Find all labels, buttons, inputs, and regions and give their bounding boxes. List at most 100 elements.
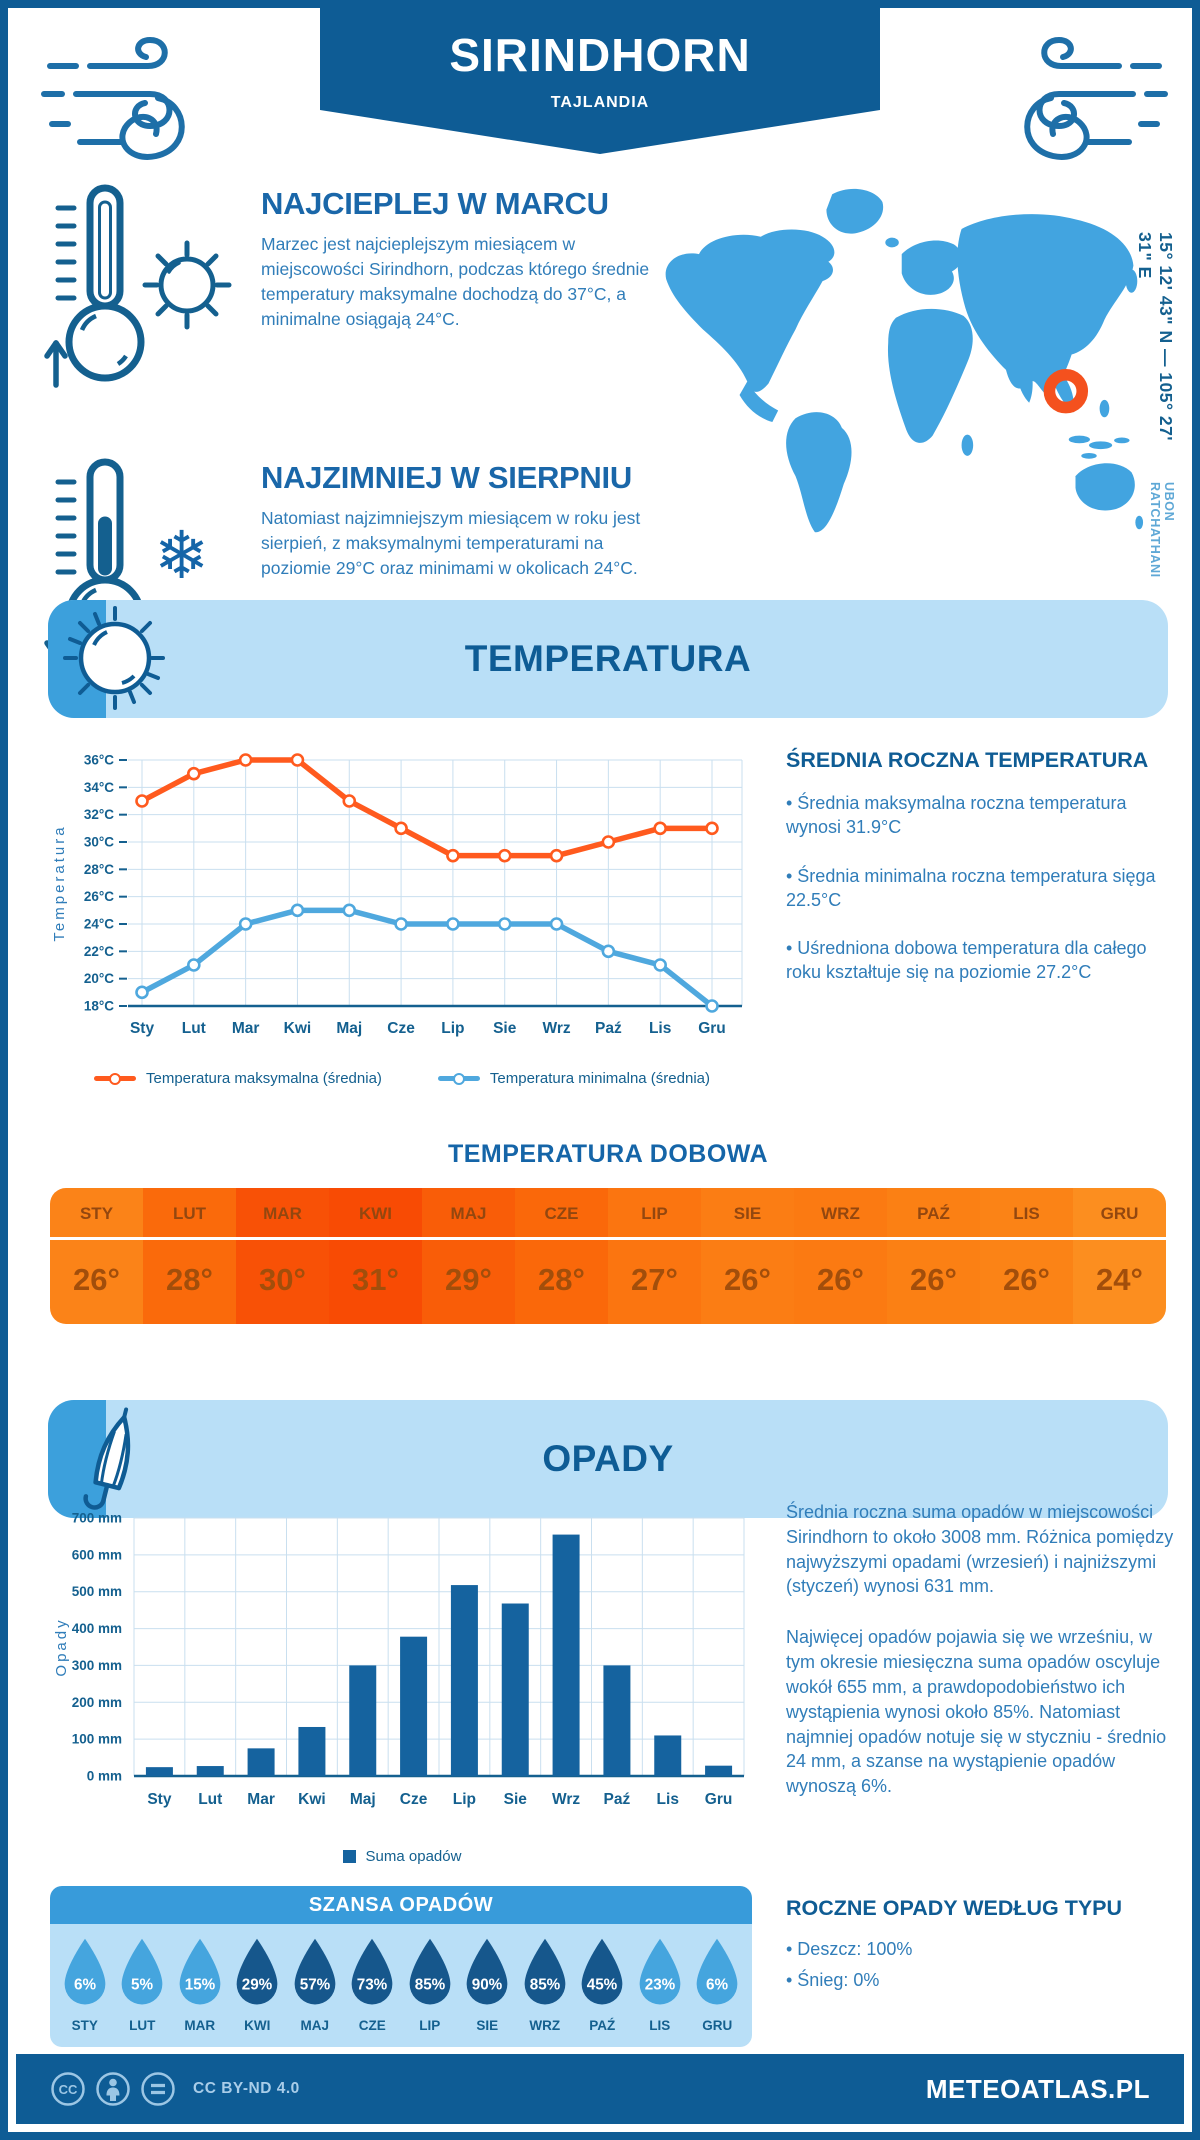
svg-text:Lip: Lip (441, 1020, 464, 1037)
legend-line-swatch (437, 1072, 480, 1085)
rain-droplet-month: CZE (358, 2018, 386, 2033)
daily-temp-month: CZE (515, 1188, 608, 1240)
coordinates-text: 15° 12' 43" N — 105° 27' 31" E (1135, 232, 1176, 441)
svg-text:24°C: 24°C (84, 917, 114, 932)
daily-temp-value: 30° (259, 1262, 306, 1297)
cc-icon: CC (51, 2072, 85, 2106)
rain-droplet: 5% LUT (114, 1936, 172, 2033)
daily-temp-cell: PAŹ 26° (887, 1188, 980, 1324)
rain-droplet: 85% LIP (401, 1936, 459, 2033)
rain-chance-panel: SZANSA OPADÓW 6% STY 5% LUT 15% MAR 29% KWI 57% M… (50, 1886, 752, 2047)
daily-temperature-heading: TEMPERATURA DOBOWA (447, 1140, 769, 1168)
svg-text:Paź: Paź (604, 1791, 631, 1808)
droplet-icon: 6% (696, 1938, 738, 2005)
temperature-summary: ŚREDNIA ROCZNA TEMPERATURA • Średnia mak… (786, 748, 1180, 1009)
daily-temp-month: LIS (980, 1188, 1073, 1240)
svg-text:Temperatura: Temperatura (51, 824, 68, 941)
svg-text:400 mm: 400 mm (72, 1621, 122, 1636)
wind-icon (34, 26, 239, 173)
temperature-chart-legend: Temperatura maksymalna (średnia) Temperat… (46, 1070, 758, 1087)
droplet-icon: 23% (639, 1938, 681, 2005)
svg-text:200 mm: 200 mm (72, 1695, 122, 1710)
sun-icon (58, 602, 170, 719)
coldest-month-block: ❄ NAJZIMNIEJ W SIERPNIU Natomiast najzim… (42, 454, 662, 674)
summary-bullet: • Średnia maksymalna roczna temperatura … (786, 793, 1127, 838)
legend-item: Temperatura minimalna (średnia) (437, 1070, 710, 1087)
daily-temp-month: MAJ (422, 1188, 515, 1240)
rain-droplet: 23% LIS (631, 1936, 689, 2033)
license-text: CC BY-ND 4.0 (193, 2080, 300, 2097)
daily-temp-month: LUT (143, 1188, 236, 1240)
droplet-icon: 90% (466, 1938, 508, 2005)
temperature-section-banner: TEMPERATURA (48, 600, 1168, 718)
droplet-icon: 5% (121, 1938, 163, 2005)
legend-item: Temperatura maksymalna (średnia) (93, 1070, 382, 1087)
daily-temp-cell: LIP 27° (608, 1188, 701, 1324)
daily-temp-value: 26° (1003, 1262, 1050, 1297)
footer: CC CC BY-ND 4.0 METEOATLAS.PL (16, 2054, 1184, 2124)
svg-text:Wrz: Wrz (542, 1020, 570, 1037)
daily-temp-cell: MAJ 29° (422, 1188, 515, 1324)
daily-temp-cell: GRU 24° (1073, 1188, 1166, 1324)
rain-droplet: 6% STY (56, 1936, 114, 2033)
no-derivatives-icon (141, 2072, 175, 2106)
legend-label: Temperatura minimalna (średnia) (489, 1070, 710, 1087)
rain-chance-heading: SZANSA OPADÓW (50, 1886, 752, 1924)
coldest-month-text: Natomiast najzimniejszym miesiącem w rok… (261, 508, 641, 579)
temperature-summary-heading: ŚREDNIA ROCZNA TEMPERATURA (786, 748, 1149, 772)
daily-temp-month: PAŹ (887, 1188, 980, 1240)
svg-text:73%: 73% (357, 1977, 388, 1994)
svg-text:Maj: Maj (350, 1791, 376, 1808)
svg-text:90%: 90% (472, 1977, 503, 1994)
summary-bullet: • Uśredniona dobowa temperatura dla całe… (786, 938, 1147, 983)
svg-text:30°C: 30°C (84, 835, 114, 850)
legend-label: Temperatura maksymalna (średnia) (145, 1070, 382, 1087)
svg-text:Sty: Sty (147, 1791, 172, 1808)
droplet-icon: 73% (351, 1938, 393, 2005)
daily-temp-value: 24° (1096, 1262, 1143, 1297)
daily-temp-value: 28° (538, 1262, 585, 1297)
svg-text:Mar: Mar (232, 1020, 260, 1037)
droplet-icon: 15% (179, 1938, 221, 2005)
rain-droplet: 45% PAŹ (574, 1936, 632, 2033)
rain-droplet-month: GRU (702, 2018, 733, 2033)
svg-text:Paź: Paź (595, 1020, 622, 1037)
brand-logo: METEOATLAS.PL (925, 2073, 1150, 2104)
precipitation-summary: Średnia roczna suma opadów w miejscowośc… (786, 1500, 1186, 1825)
location-marker (1043, 368, 1089, 414)
svg-text:Mar: Mar (247, 1791, 275, 1808)
warmest-month-heading: NAJCIEPLEJ W MARCU (261, 186, 609, 221)
daily-temp-month: STY (50, 1188, 143, 1240)
precipitation-type-bullet: • Śnieg: 0% (786, 1970, 880, 1990)
daily-temp-value: 28° (166, 1262, 213, 1297)
rain-droplet: 73% CZE (344, 1936, 402, 2033)
rain-droplet-month: LIP (419, 2018, 441, 2033)
svg-text:Lut: Lut (198, 1791, 222, 1808)
svg-text:34°C: 34°C (84, 780, 114, 795)
svg-text:CC: CC (59, 2082, 78, 2097)
daily-temp-cell: WRZ 26° (794, 1188, 887, 1324)
droplet-icon: 45% (581, 1938, 623, 2005)
daily-temp-month: LIP (608, 1188, 701, 1240)
umbrella-icon (58, 1402, 170, 1519)
daily-temp-month: GRU (1073, 1188, 1166, 1240)
temperature-line-chart: 18°C 20°C 22°C 24°C 26°C 28°C 30°C 32°C 34°C 36°C… (51, 753, 743, 1037)
legend-square-swatch (342, 1850, 356, 1863)
region-text: UBON RATCHATHANI (1148, 482, 1176, 579)
daily-temp-value: 26° (73, 1262, 120, 1297)
warmest-month-block: NAJCIEPLEJ W MARCU Marzec jest najcieple… (42, 180, 662, 400)
svg-text:26°C: 26°C (84, 889, 114, 904)
svg-text:Maj: Maj (336, 1020, 362, 1037)
droplet-icon: 85% (524, 1938, 566, 2005)
svg-text:Sie: Sie (493, 1020, 517, 1037)
legend-line-swatch (93, 1072, 136, 1085)
daily-temp-cell: LIS 26° (980, 1188, 1073, 1324)
daily-temp-month: SIE (701, 1188, 794, 1240)
svg-text:85%: 85% (529, 1977, 560, 1994)
rain-droplet-month: SIE (476, 2018, 499, 2033)
svg-text:❄: ❄ (154, 517, 209, 594)
daily-temp-cell: CZE 28° (515, 1188, 608, 1324)
svg-text:36°C: 36°C (84, 753, 114, 768)
daily-temp-value: 29° (445, 1262, 492, 1297)
temperature-section-title: TEMPERATURA (464, 638, 752, 679)
